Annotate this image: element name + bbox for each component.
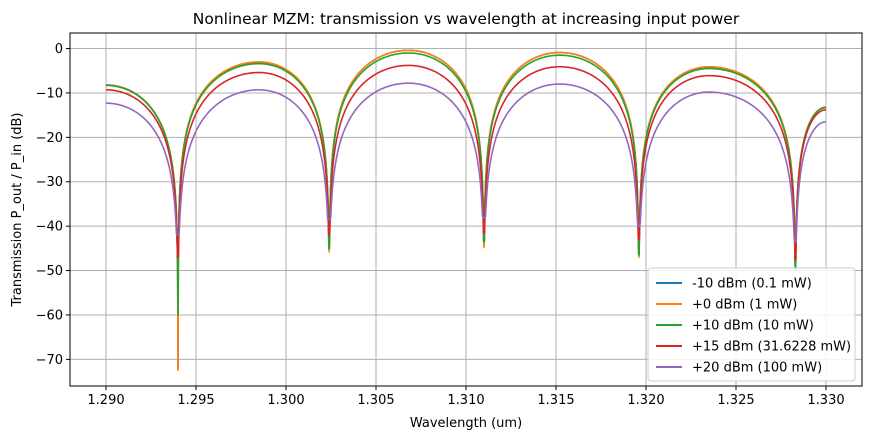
x-tick-label: 1.330 <box>807 393 844 408</box>
legend-label: +10 dBm (10 mW) <box>692 319 814 334</box>
x-tick-label: 1.310 <box>447 393 484 408</box>
x-tick-label: 1.295 <box>177 393 214 408</box>
x-tick-label: 1.320 <box>627 393 664 408</box>
y-tick-label: −20 <box>36 131 63 146</box>
plot-frame <box>69 32 863 387</box>
series-line <box>105 64 827 261</box>
legend: -10 dBm (0.1 mW) +0 dBm (1 mW) +10 dBm (10… <box>647 267 856 382</box>
x-tick-label: 1.325 <box>717 393 754 408</box>
y-tick-label: −40 <box>36 220 63 235</box>
legend-label: +0 dBm (1 mW) <box>692 298 797 313</box>
x-tick-label: 1.300 <box>267 393 304 408</box>
y-tick-label: −60 <box>36 308 63 323</box>
y-tick-label: −30 <box>36 175 63 190</box>
y-tick-label: −50 <box>36 264 63 279</box>
x-tick-label: 1.305 <box>357 393 394 408</box>
legend-label: +15 dBm (31.6228 mW) <box>692 340 851 355</box>
x-axis-label: Wavelength (um) <box>410 416 522 431</box>
y-axis-label: Transmission P_out / P_in (dB) <box>10 112 25 307</box>
legend-label: -10 dBm (0.1 mW) <box>692 277 812 292</box>
y-tick-label: −10 <box>36 86 63 101</box>
series-line <box>105 82 827 243</box>
y-tick-label: −70 <box>36 353 63 368</box>
x-tick-label: 1.290 <box>87 393 124 408</box>
series-layer <box>105 49 827 372</box>
series-line <box>105 49 827 372</box>
chart-title: Nonlinear MZM: transmission vs wavelengt… <box>193 10 740 28</box>
y-tick-label: 0 <box>55 42 63 57</box>
x-tick-label: 1.315 <box>537 393 574 408</box>
legend-box <box>647 267 856 382</box>
legend-label: +20 dBm (100 mW) <box>692 361 822 376</box>
axes-layer: 1.290 1.295 1.300 1.305 1.310 1.315 1.320 1.325… <box>36 32 863 408</box>
series-line <box>105 52 827 316</box>
